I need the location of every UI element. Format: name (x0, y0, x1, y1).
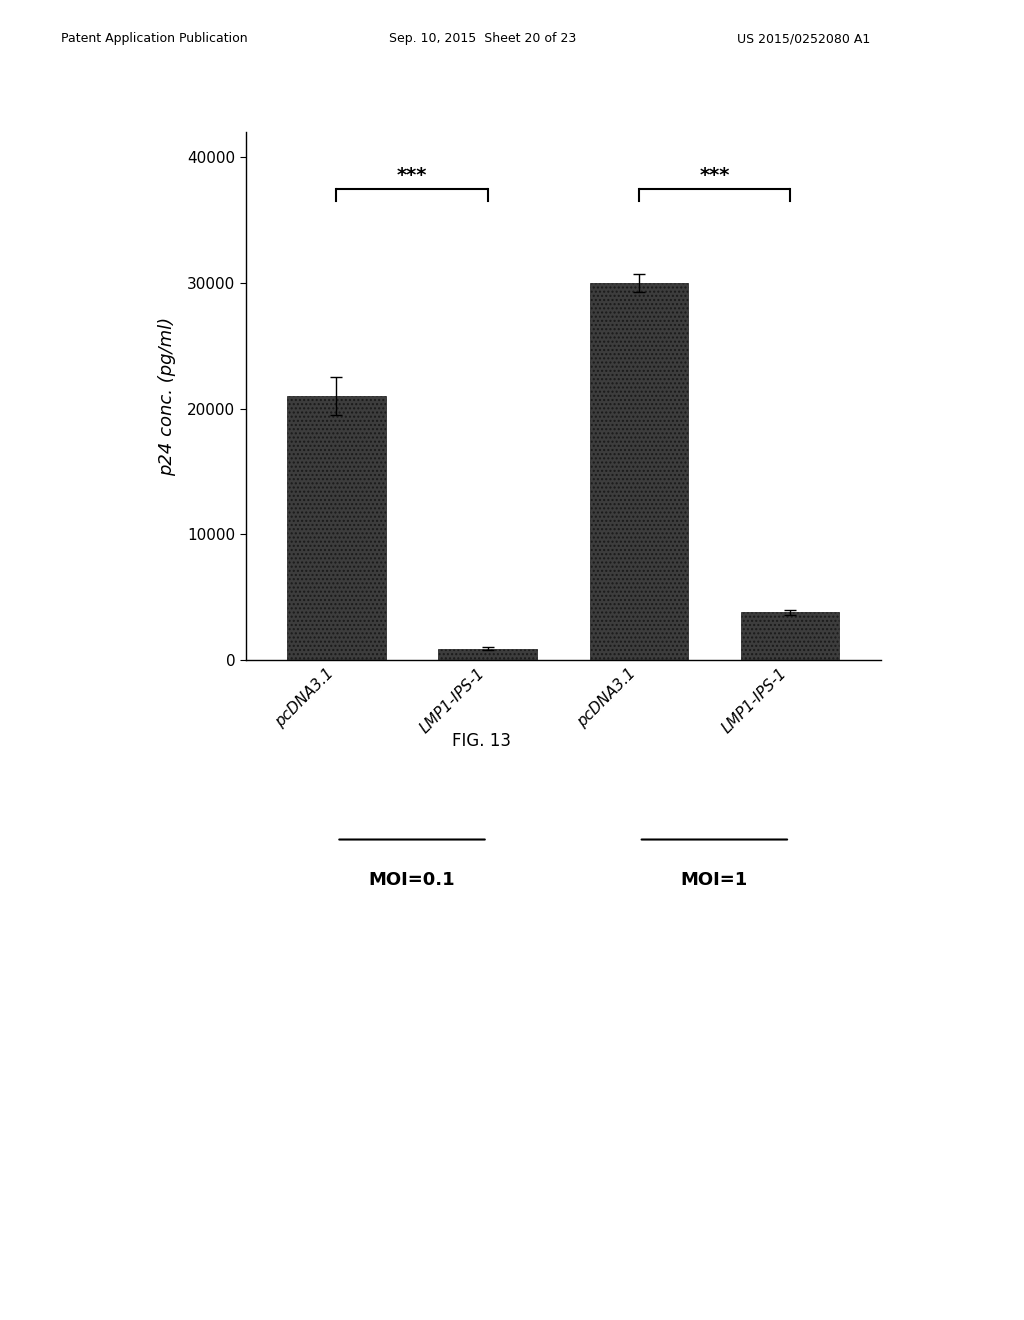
Text: MOI=0.1: MOI=0.1 (369, 871, 456, 890)
Text: MOI=1: MOI=1 (681, 871, 748, 890)
Bar (740, 612, 839, 660)
Text: ***: *** (699, 166, 729, 185)
Bar (590, 282, 688, 660)
Y-axis label: p24 conc. (pg/ml): p24 conc. (pg/ml) (158, 317, 176, 475)
Text: Patent Application Publication: Patent Application Publication (61, 32, 248, 45)
Bar (288, 396, 386, 660)
Text: FIG. 13: FIG. 13 (452, 731, 511, 750)
Text: ***: *** (397, 166, 427, 185)
Bar (438, 648, 537, 660)
Text: US 2015/0252080 A1: US 2015/0252080 A1 (737, 32, 870, 45)
Text: Sep. 10, 2015  Sheet 20 of 23: Sep. 10, 2015 Sheet 20 of 23 (389, 32, 577, 45)
